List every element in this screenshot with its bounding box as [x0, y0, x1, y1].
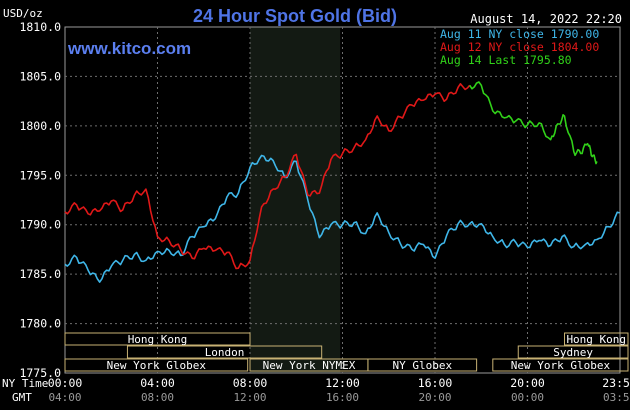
session-label: Hong Kong: [566, 333, 626, 346]
y-tick-label: 1810.0: [19, 20, 61, 34]
gmt-tick-label: 03:59: [603, 391, 630, 404]
session-label: NY Globex: [392, 359, 452, 372]
series-line-2: [64, 83, 471, 270]
ny-time-row-label: NY Time: [2, 377, 48, 390]
gmt-tick-label: 12:00: [233, 391, 266, 404]
series-line-1: [64, 154, 620, 283]
shaded-region: [250, 27, 341, 373]
session-label: London: [205, 346, 245, 359]
session-bar: [367, 358, 478, 372]
x-tick-label: 16:00: [418, 376, 453, 390]
session-label: New York Globex: [107, 359, 207, 372]
y-tick-label: 1800.0: [19, 119, 61, 133]
date-label: August 14, 2022 22:20: [470, 12, 622, 26]
gmt-tick-label: 00:00: [511, 391, 544, 404]
series-line-3: [469, 81, 598, 165]
session-label: Sydney: [553, 346, 593, 359]
y-tick-label: 1790.0: [19, 218, 61, 232]
gmt-tick-label: 20:00: [418, 391, 451, 404]
gmt-row-label: GMT: [12, 391, 32, 404]
y-tick-label: 1785.0: [19, 267, 61, 281]
units-label: USD/oz: [3, 7, 43, 20]
x-tick-label: 08:00: [233, 376, 268, 390]
y-tick-label: 1795.0: [19, 168, 61, 182]
gmt-tick-label: 16:00: [326, 391, 359, 404]
x-tick-label: 04:00: [140, 376, 175, 390]
session-bar: [564, 332, 629, 346]
y-tick-label: 1780.0: [19, 317, 61, 331]
axis-layer: 1775.0 1780.0 1785.0 1790.0 1795.0 1800.0 1805…: [19, 20, 630, 404]
legend-series-2: Aug 12 NY close 1804.00: [440, 40, 599, 54]
gmt-tick-label: 04:00: [48, 391, 81, 404]
session-bar: [64, 358, 249, 372]
y-tick-label: 1775.0: [19, 366, 61, 380]
legend-series-1: Aug 11 NY close 1790.00: [440, 27, 599, 41]
watermark: www.kitco.com: [67, 39, 191, 58]
legend: Aug 11 NY close 1790.00 Aug 12 NY close …: [440, 27, 599, 67]
x-tick-label: 20:00: [510, 376, 545, 390]
gmt-tick-label: 08:00: [141, 391, 174, 404]
x-tick-label: 12:00: [325, 376, 360, 390]
session-bar: [517, 345, 629, 359]
series-layer: [64, 81, 620, 283]
session-label: Hong Kong: [128, 333, 188, 346]
y-tick-label: 1805.0: [19, 69, 61, 83]
session-bar: [126, 345, 323, 359]
session-label: New York Globex: [511, 359, 611, 372]
legend-series-3: Aug 14 Last 1795.80: [440, 53, 572, 67]
chart-title: 24 Hour Spot Gold (Bid): [193, 6, 397, 26]
session-label: New York NYMEX: [263, 359, 356, 372]
x-tick-label: 00:00: [48, 376, 83, 390]
grid-layer: [64, 26, 621, 374]
session-bar: [492, 358, 629, 372]
shade-layer: [250, 27, 341, 373]
session-bar: [64, 332, 251, 346]
x-tick-label: 23:59: [602, 376, 630, 390]
